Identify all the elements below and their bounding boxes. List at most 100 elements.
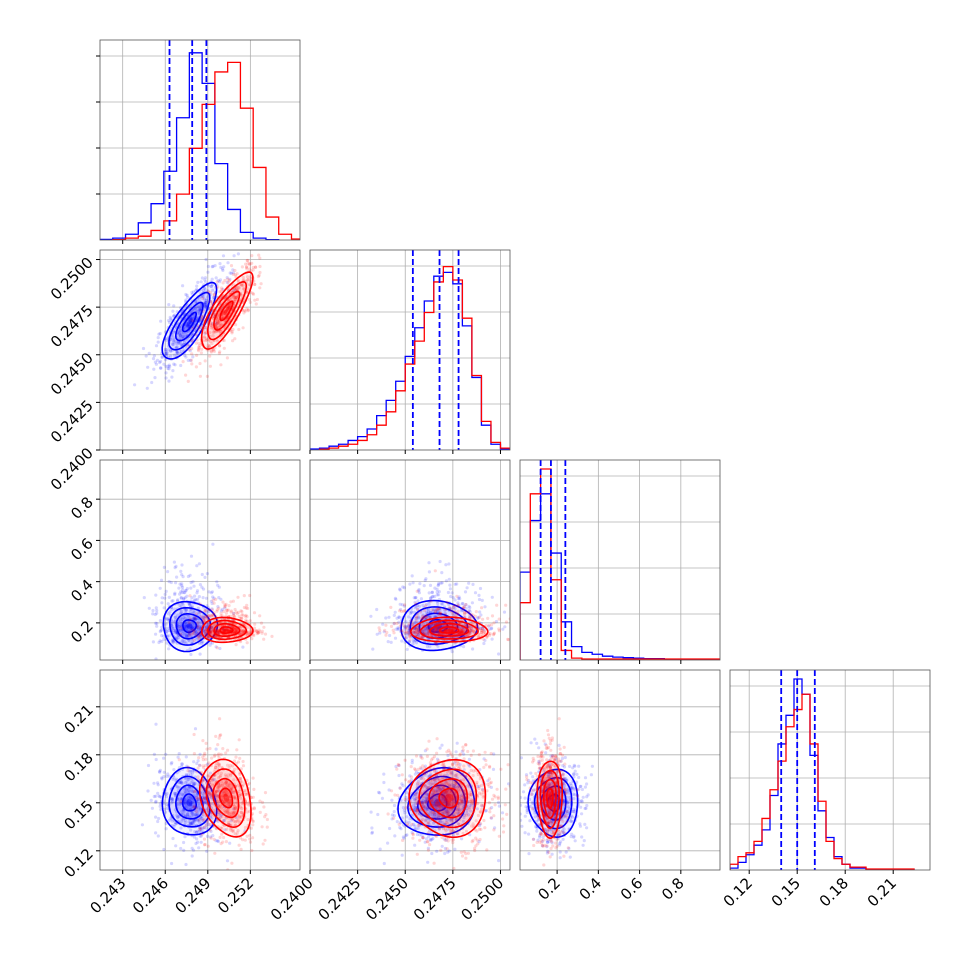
sample-point [439,624,443,629]
sample-point [410,761,414,765]
sample-point [497,629,501,633]
sample-point [195,310,200,314]
sample-point [414,627,419,632]
sample-point [196,624,200,628]
sample-point [434,770,438,774]
sample-point [462,752,466,756]
sample-point [479,627,483,631]
sample-point [188,822,192,826]
sample-point [461,631,465,635]
sample-point [414,630,418,634]
contour-line [175,613,205,640]
sample-point [227,782,231,786]
sample-point [187,625,191,629]
sample-point [258,810,262,815]
sample-point [410,621,414,625]
sample-point [207,635,211,639]
sample-point [434,798,438,802]
sample-point [440,821,444,825]
sample-point [447,803,451,807]
sample-point [239,616,244,620]
sample-point [481,617,485,621]
sample-point [238,776,242,781]
sample-point [201,295,205,299]
sample-point [227,811,231,816]
sample-point [198,361,202,366]
sample-point [164,364,168,368]
sample-point [468,606,472,610]
sample-point [222,627,226,631]
sample-point [197,818,201,822]
sample-point [458,631,462,635]
sample-point [164,626,168,630]
sample-point [424,615,428,619]
sample-point [204,615,209,619]
sample-point [405,815,409,819]
sample-point [424,796,428,800]
sample-point [164,348,168,352]
sample-point [182,340,186,344]
sample-point [225,859,230,863]
sample-point [421,628,425,632]
sample-point [210,641,214,645]
sample-point [383,628,387,633]
sample-point [170,638,174,642]
sample-point [158,795,162,799]
sample-point [233,806,237,811]
sample-point [226,629,230,633]
sample-point [167,379,171,383]
sample-point [190,352,194,356]
sample-point [197,818,201,822]
sample-point [218,344,222,348]
sample-point [231,613,235,617]
sample-point [198,343,202,347]
sample-point [198,834,202,838]
sample-point [410,758,414,762]
sample-point [178,622,183,626]
sample-point [197,612,201,617]
sample-point [171,641,175,645]
sample-point [174,844,178,848]
sample-point [417,629,421,633]
sample-point [190,800,194,805]
sample-point [193,782,197,786]
sample-point [437,583,441,587]
sample-point [165,350,169,354]
sample-point [186,358,190,362]
sample-point [228,795,232,799]
sample-point [238,776,242,780]
sample-point [203,302,207,306]
sample-point [184,324,188,328]
sample-point [221,794,225,798]
sample-point [232,254,236,258]
sample-point [250,254,254,258]
sample-point [198,624,202,628]
sample-point [158,586,162,590]
sample-point [486,616,490,621]
sample-point [216,321,220,325]
sample-point [421,636,425,640]
sample-point [224,611,228,615]
sample-point [443,611,447,615]
sample-point [195,338,199,342]
sample-point [392,613,396,618]
sample-point [414,595,418,600]
sample-point [419,634,423,638]
sample-point [181,603,185,607]
sample-point [179,595,183,600]
sample-point [234,628,238,632]
sample-point [166,366,170,371]
sample-point [216,803,220,808]
sample-point [180,582,184,586]
sample-point [414,641,419,645]
sample-point [265,825,269,829]
sample-point [473,846,477,851]
sample-point [435,587,439,592]
sample-point [218,805,222,809]
sample-point [500,811,505,815]
sample-point [208,643,212,647]
sample-point [422,615,426,620]
sample-point [381,622,385,626]
sample-point [424,789,428,793]
sample-point [430,851,434,856]
